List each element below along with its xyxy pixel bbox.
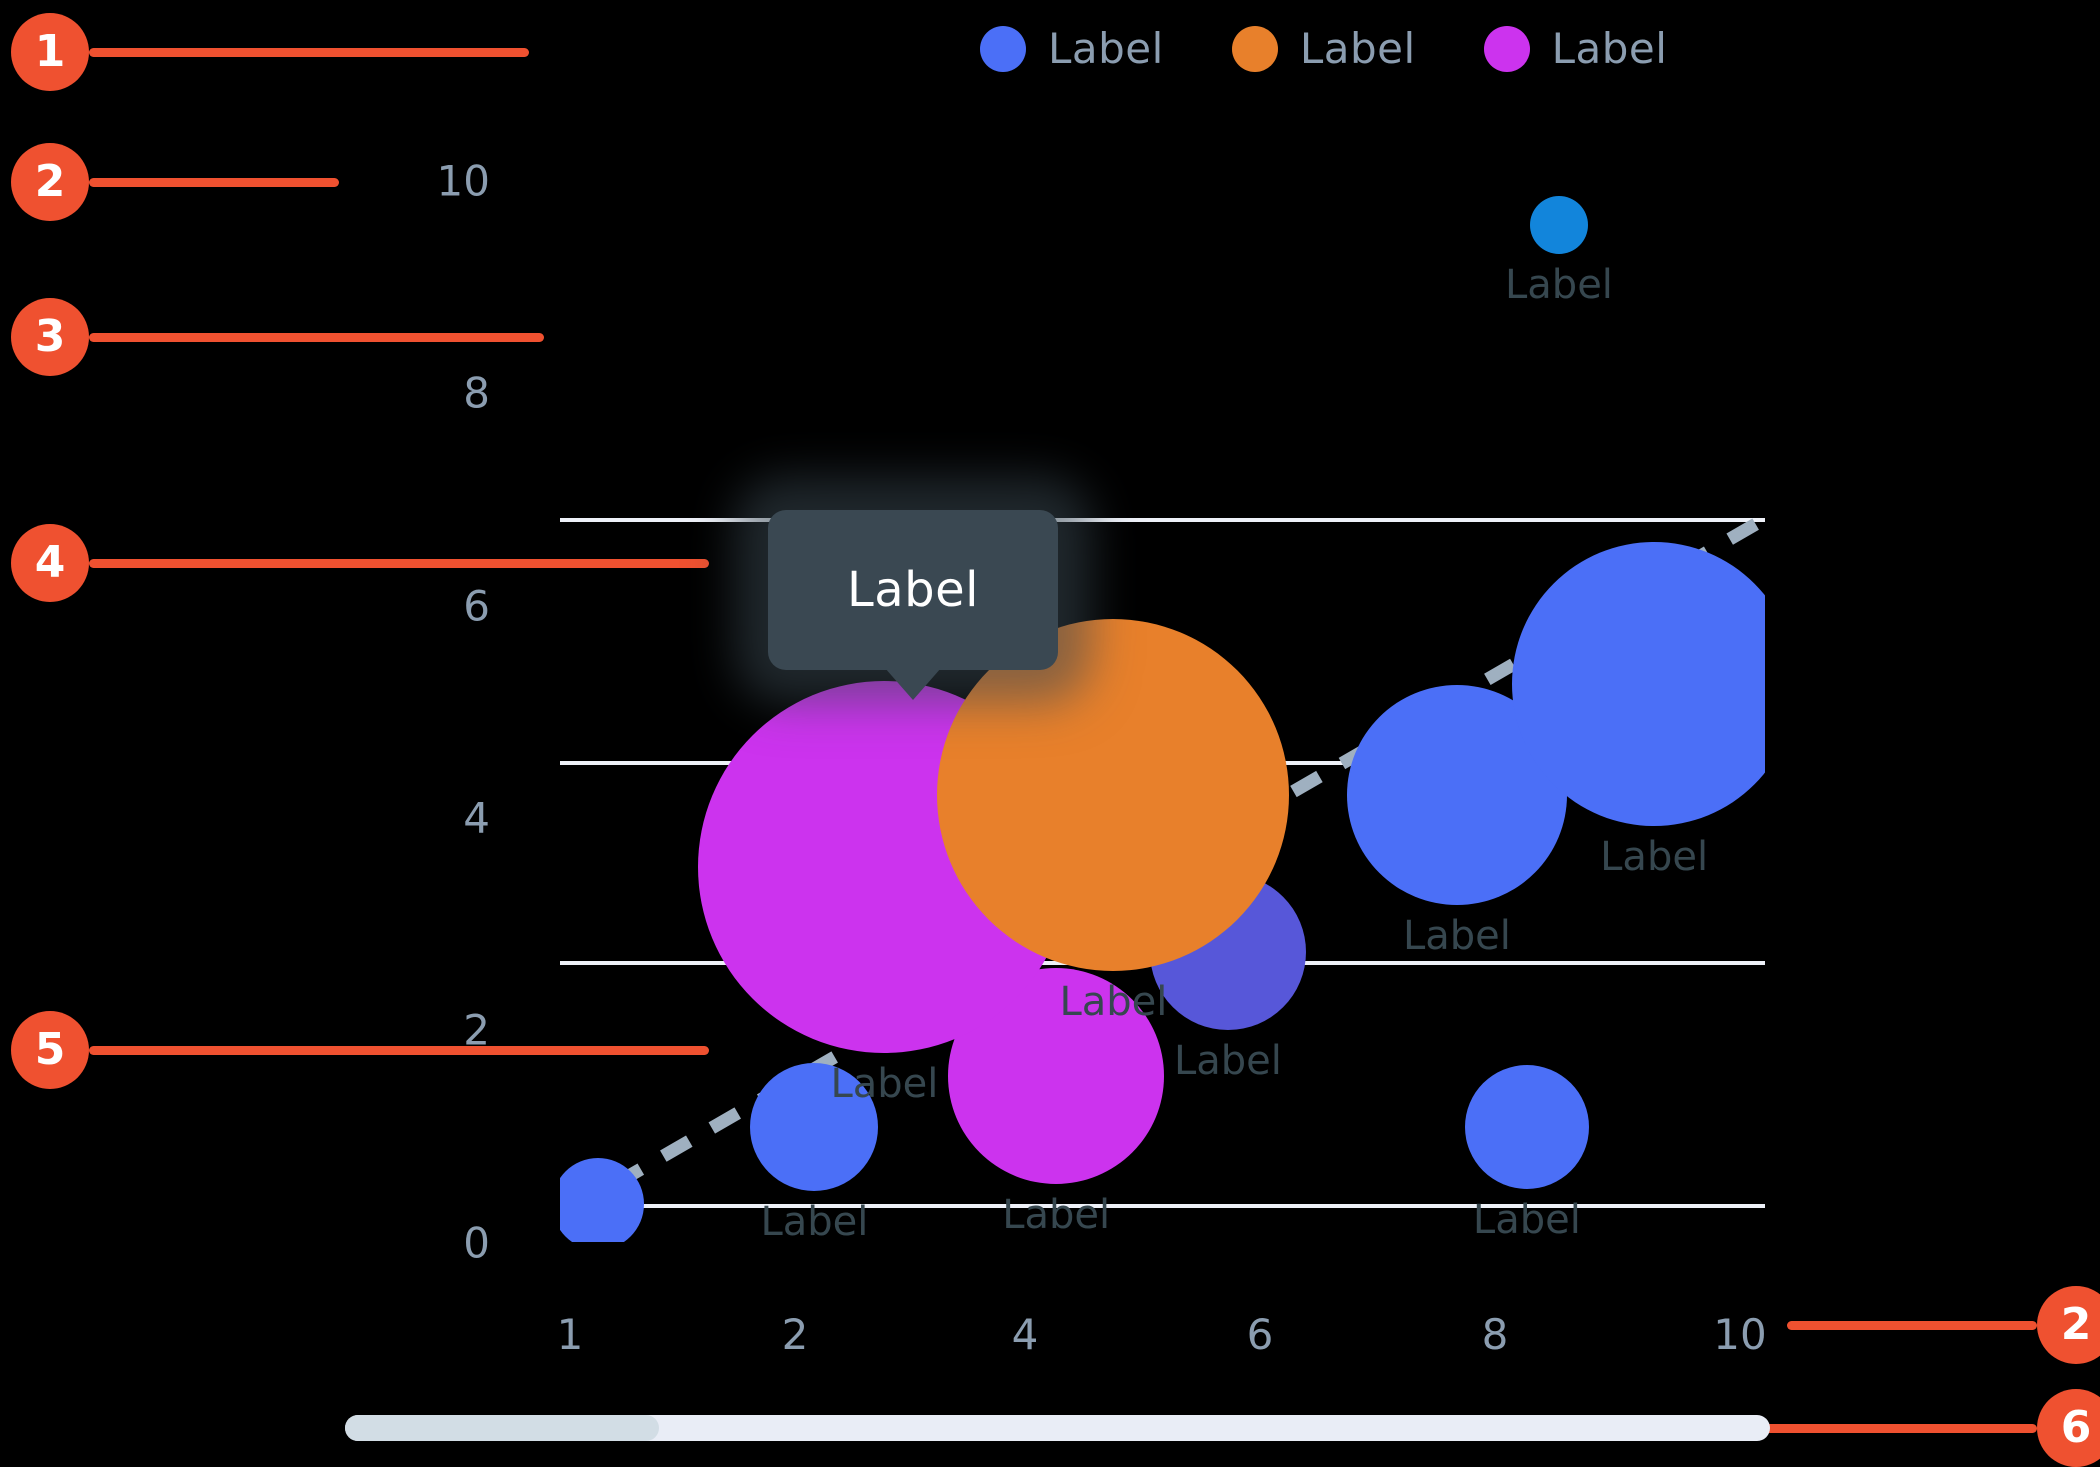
bubble-point[interactable] [937, 618, 1290, 971]
callout-marker-7[interactable]: 6 [1747, 1389, 2100, 1467]
x-tick-label: 6 [1246, 1310, 1274, 1359]
legend-label-1: Label [1299, 24, 1416, 73]
bubble-point-label: Label [830, 1061, 939, 1108]
bubble-point-label: Label [1402, 912, 1511, 959]
x-tick-label: 8 [1481, 1310, 1509, 1359]
callout-leader-line [1787, 1320, 2037, 1330]
legend-swatch-0 [980, 25, 1026, 72]
callout-marker-1[interactable]: 1 [11, 13, 529, 91]
bubble-point-label: Label [760, 1198, 869, 1242]
callout-marker-3[interactable]: 3 [11, 298, 544, 376]
bubble-point-label: Label [1002, 1191, 1111, 1238]
callout-badge[interactable]: 5 [11, 1011, 89, 1089]
tooltip-label: Label [847, 562, 979, 618]
gridline [560, 517, 1765, 522]
legend-swatch-2 [1483, 25, 1530, 72]
y-tick-label: 10 [436, 156, 490, 206]
bubble-point[interactable] [750, 1062, 879, 1191]
callout-badge[interactable]: 2 [2037, 1286, 2100, 1364]
outside-point-dot[interactable] [1529, 196, 1588, 254]
bubble-point-label: Label [1059, 978, 1168, 1025]
tooltip-container: Label [768, 510, 1058, 700]
y-tick-label: 0 [463, 1218, 490, 1268]
legend-item-2[interactable]: Label [1483, 24, 1668, 73]
callout-leader-line [89, 177, 339, 187]
callout-badge[interactable]: 4 [11, 524, 89, 602]
legend-item-0[interactable]: Label [980, 24, 1164, 73]
bubble-point-label: Label [1472, 1196, 1581, 1242]
gridline [560, 1203, 1765, 1208]
x-tick-label: 10 [1713, 1310, 1767, 1359]
callout-badge[interactable]: 6 [2037, 1389, 2100, 1467]
tooltip[interactable]: Label [768, 510, 1058, 700]
outside-point-label: Label [1505, 262, 1613, 308]
outside-data-point[interactable]: Label [1505, 196, 1613, 308]
bubble-point[interactable] [560, 1157, 645, 1242]
y-tick-label: 6 [463, 581, 490, 631]
y-tick-label: 2 [463, 1005, 490, 1055]
y-tick-label: 8 [463, 368, 490, 418]
callout-marker-6[interactable]: 2 [1787, 1286, 2100, 1364]
plot-area: Label Label Label Label Label Label Label Label… [560, 390, 1765, 1242]
horizontal-scrollbar[interactable] [345, 1415, 1770, 1441]
callout-badge[interactable]: 2 [11, 143, 89, 221]
callout-badge[interactable]: 3 [11, 298, 89, 376]
callout-leader-line [89, 558, 709, 568]
bubble-point[interactable] [1512, 541, 1765, 826]
callout-leader-line [89, 1045, 709, 1055]
bubble-point-label: Label [1173, 1038, 1282, 1085]
callout-marker-5[interactable]: 5 [11, 1011, 709, 1089]
scrollbar-thumb[interactable] [345, 1415, 659, 1441]
callout-leader-line [1747, 1423, 2037, 1433]
y-tick-label: 4 [463, 793, 490, 843]
legend-swatch-1 [1231, 25, 1278, 72]
x-tick-label: 4 [1011, 1310, 1039, 1359]
callout-leader-line [89, 332, 544, 342]
tooltip-pointer-icon [885, 668, 941, 700]
callout-leader-line [89, 47, 529, 57]
callout-marker-2[interactable]: 2 [11, 143, 339, 221]
callout-badge[interactable]: 1 [11, 13, 89, 91]
x-tick-label: 1 [556, 1310, 584, 1359]
callout-marker-4[interactable]: 4 [11, 524, 709, 602]
bubble-point[interactable] [1464, 1064, 1589, 1189]
legend-item-1[interactable]: Label [1231, 24, 1416, 73]
legend-label-0: Label [1048, 24, 1164, 73]
bubble-point-label: Label [1600, 833, 1709, 880]
legend-label-2: Label [1551, 24, 1668, 73]
x-tick-label: 2 [781, 1310, 809, 1359]
chart-legend: Label Label Label [980, 24, 1667, 73]
